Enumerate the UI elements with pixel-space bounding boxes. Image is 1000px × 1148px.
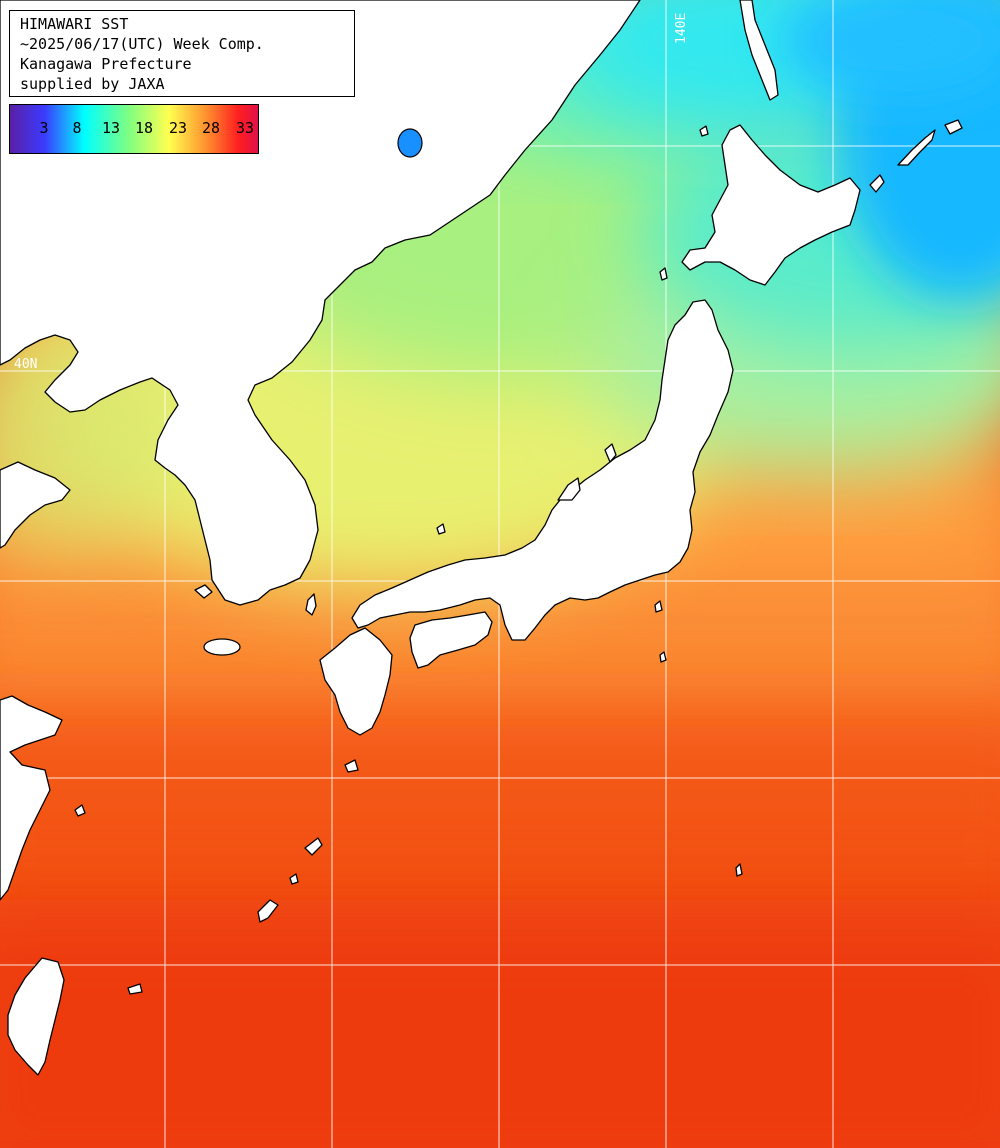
legend-ticks: 3 8 13 18 23 28 33: [10, 119, 258, 139]
temperature-legend: 3 8 13 18 23 28 33: [9, 104, 259, 154]
lake-khanka: [397, 128, 423, 158]
legend-tick-23: 23: [168, 119, 188, 137]
landmass-china-north: [0, 461, 71, 549]
legend-tick-3: 3: [39, 119, 49, 137]
landmass-okinawa: [257, 899, 279, 923]
region-line: Kanagawa Prefecture: [20, 55, 192, 73]
legend-tick-18: 18: [134, 119, 154, 137]
landmass-ryukyu-small-2: [127, 983, 143, 995]
date-line: ~2025/06/17(UTC) Week Comp.: [20, 35, 264, 53]
landmass-sakhalin: [739, 0, 779, 101]
landmass-ogasawara: [735, 863, 743, 877]
grid-label-40n: 40N: [14, 357, 37, 372]
landmass-korea-islands: [194, 584, 213, 599]
landmass-kuril-3: [944, 119, 963, 135]
landmass-sado: [604, 443, 617, 463]
landmass-jeju: [203, 638, 241, 656]
landmass-rishiri: [699, 125, 709, 137]
landmass-kuril-1: [869, 174, 885, 193]
legend-colorbar: [10, 105, 258, 153]
landmass-taiwan: [7, 957, 65, 1076]
landmass-kyushu: [319, 627, 393, 736]
landmass-hokkaido: [681, 124, 861, 286]
landmass-honshu: [351, 299, 734, 641]
credit-line: supplied by JAXA: [20, 75, 165, 93]
legend-tick-28: 28: [201, 119, 221, 137]
legend-tick-33: 33: [235, 119, 255, 137]
legend-tick-8: 8: [72, 119, 82, 137]
landmass-noto-peninsula: [557, 477, 581, 501]
grid-label-140e: 140E: [674, 13, 689, 44]
landmass-tsushima: [305, 593, 317, 616]
landmass-izu-1: [654, 600, 663, 613]
legend-tick-13: 13: [101, 119, 121, 137]
title-line: HIMAWARI SST: [20, 15, 129, 33]
landmass-ulleungdo: [436, 523, 446, 535]
landmass-china-east: [0, 695, 63, 901]
landmass-kuril-2: [897, 129, 936, 166]
landmass-izu-2: [659, 651, 667, 663]
landmass-amami: [304, 837, 323, 856]
landmass-shikoku: [409, 611, 493, 669]
landmass-okushiri: [659, 267, 668, 281]
landmass-china-island: [74, 804, 86, 817]
landmass-yakushima: [344, 759, 359, 773]
info-box: HIMAWARI SST ~2025/06/17(UTC) Week Comp.…: [9, 10, 355, 97]
landmass-ryukyu-small-1: [289, 873, 299, 885]
